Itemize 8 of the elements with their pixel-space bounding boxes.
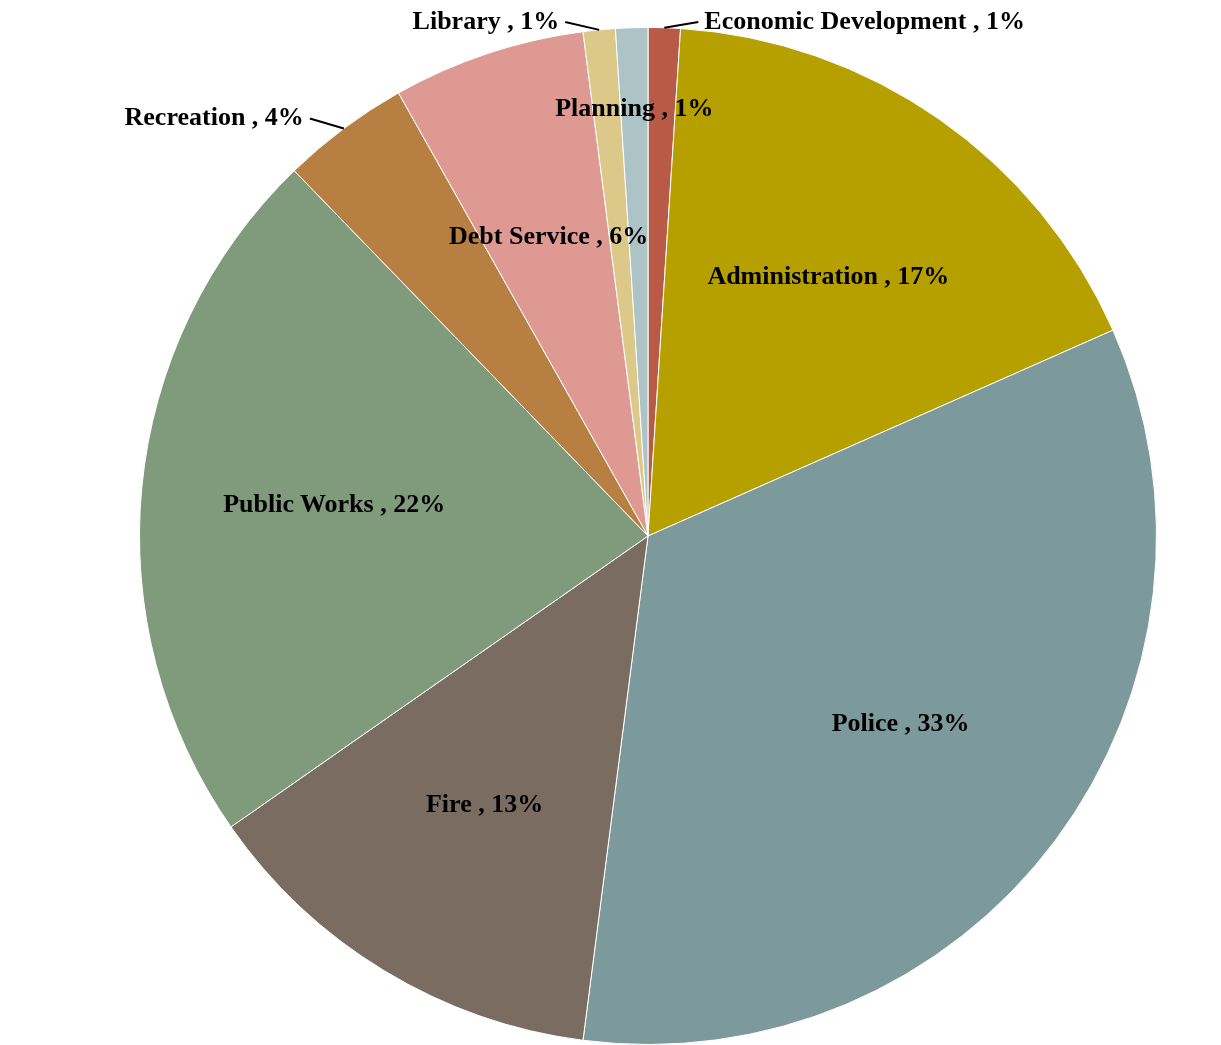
slice-label: Administration , 17% [707, 261, 950, 291]
slice-label: Economic Development , 1% [704, 5, 1025, 35]
slice-label: Public Works , 22% [223, 489, 446, 519]
slice-label: Police , 33% [831, 708, 970, 738]
slice-label: Recreation , 4% [124, 102, 304, 132]
slice-label: Planning , 1% [555, 92, 714, 122]
slice-label: Fire , 13% [425, 789, 544, 819]
slice-label: Library , 1% [412, 5, 560, 35]
